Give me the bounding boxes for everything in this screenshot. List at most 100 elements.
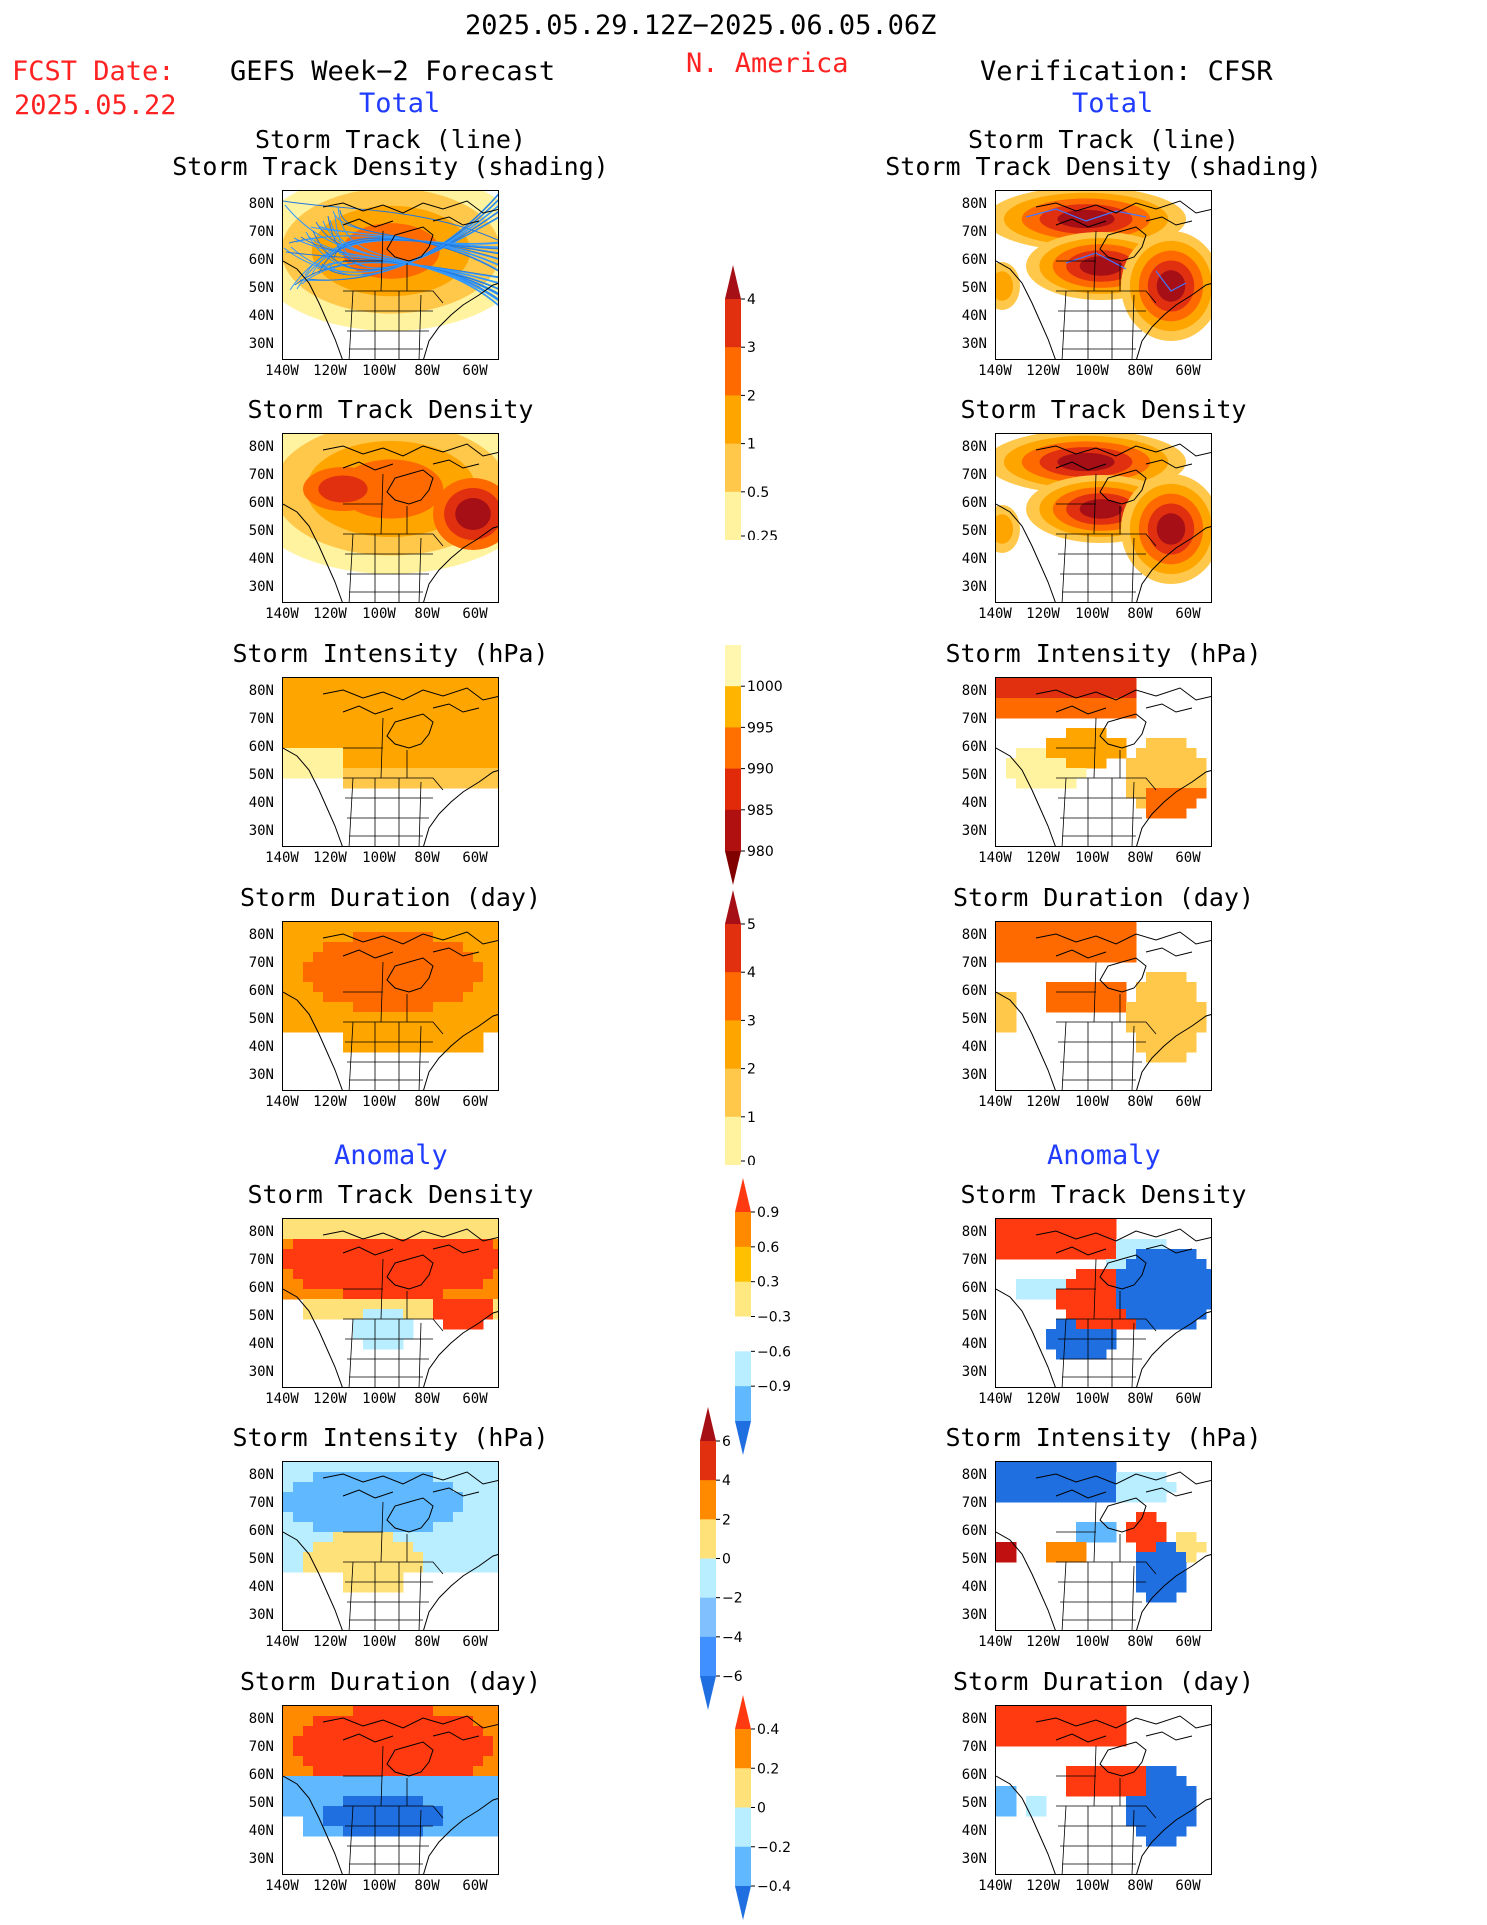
panel-title-verification-intensity-0: Storm Intensity (hPa) <box>945 639 1262 668</box>
lat-tick-verification: 40N <box>961 1039 987 1055</box>
lon-tick-forecast: 100W <box>362 363 396 379</box>
map-shading <box>283 922 498 1090</box>
lon-tick-verification: 80W <box>1127 363 1153 379</box>
lat-tick-forecast: 30N <box>248 579 274 595</box>
colorbar-intensity_anom-swatch <box>700 1558 716 1599</box>
colorbar-density_anom-label: 0.6 <box>757 1240 779 1256</box>
lat-tick-forecast: 50N <box>248 1011 274 1027</box>
lon-tick-verification: 60W <box>1175 1094 1201 1110</box>
lon-tick-verification: 60W <box>1175 363 1201 379</box>
colorbar-density-arrow-top <box>725 265 741 299</box>
lon-tick-verification: 60W <box>1175 606 1201 622</box>
lon-tick-forecast: 60W <box>462 850 488 866</box>
colorbar-intensity_anom-swatch <box>700 1597 716 1638</box>
colorbar-density_anom-label: −0.9 <box>757 1379 791 1395</box>
map-panel-verification-intensity_anom <box>995 1461 1212 1631</box>
colorbar-intensity-label: 980 <box>747 844 774 860</box>
panel-title-forecast-intensity-0: Storm Intensity (hPa) <box>232 639 549 668</box>
colorbar-intensity_anom-swatch <box>700 1636 716 1677</box>
map-panel-forecast-intensity_anom <box>282 1461 499 1631</box>
lon-tick-verification: 60W <box>1175 1878 1201 1894</box>
panel-title-forecast-track-1: Storm Track Density (shading) <box>172 152 609 181</box>
lat-tick-forecast: 40N <box>248 551 274 567</box>
lat-tick-verification: 30N <box>961 1067 987 1083</box>
total-label-left: Total <box>359 88 441 119</box>
lat-tick-forecast: 80N <box>248 1711 274 1727</box>
lat-tick-forecast: 80N <box>248 683 274 699</box>
lat-tick-verification: 70N <box>961 224 987 240</box>
lon-tick-forecast: 80W <box>414 1878 440 1894</box>
lat-tick-forecast: 60N <box>248 983 274 999</box>
lon-tick-forecast: 100W <box>362 606 396 622</box>
colorbar-density_anom-swatch <box>735 1212 751 1248</box>
lon-tick-verification: 120W <box>1026 1634 1060 1650</box>
lon-tick-forecast: 60W <box>462 363 488 379</box>
panel-title-forecast-duration_anom-0: Storm Duration (day) <box>239 1667 542 1696</box>
panel-title-verification-duration_anom-0: Storm Duration (day) <box>952 1667 1255 1696</box>
lon-tick-verification: 80W <box>1127 1878 1153 1894</box>
lat-tick-forecast: 50N <box>248 1795 274 1811</box>
lon-tick-forecast: 80W <box>414 850 440 866</box>
lon-tick-forecast: 60W <box>462 1634 488 1650</box>
lat-tick-verification: 60N <box>961 983 987 999</box>
colorbar-duration: 5 4 3 2 1 0 <box>725 890 795 1170</box>
lon-tick-verification: 120W <box>1026 363 1060 379</box>
colorbar-duration-swatch <box>725 924 741 973</box>
date-range: 2025.05.29.12Z−2025.06.05.06Z <box>465 10 937 41</box>
colorbar-density-swatch <box>725 395 741 445</box>
lat-tick-verification: 80N <box>961 439 987 455</box>
lat-tick-forecast: 40N <box>248 1823 274 1839</box>
colorbar-intensity-swatch <box>725 809 741 852</box>
colorbar-intensity-swatch <box>725 645 741 687</box>
lon-tick-forecast: 140W <box>265 1634 299 1650</box>
colorbar-duration_anom-arrow-top <box>735 1695 751 1729</box>
fcst-date: 2025.05.22 <box>14 90 177 121</box>
lat-tick-verification: 60N <box>961 495 987 511</box>
lat-tick-forecast: 60N <box>248 1280 274 1296</box>
colorbar-intensity_anom-swatch <box>700 1519 716 1559</box>
colorbar-duration_anom-label: −0.2 <box>757 1840 791 1856</box>
colorbar-duration_anom-swatch <box>735 1768 751 1808</box>
lon-tick-forecast: 120W <box>313 363 347 379</box>
colorbar-intensity_anom-label: −4 <box>722 1630 743 1646</box>
colorbar-intensity-label: 990 <box>747 762 774 778</box>
lat-tick-forecast: 70N <box>248 1739 274 1755</box>
lon-tick-forecast: 120W <box>313 1391 347 1407</box>
colorbar-intensity_anom-swatch <box>700 1441 716 1481</box>
lat-tick-verification: 70N <box>961 711 987 727</box>
colorbar-intensity_anom-label: 6 <box>722 1434 731 1450</box>
lat-tick-verification: 60N <box>961 1280 987 1296</box>
lat-tick-forecast: 80N <box>248 439 274 455</box>
colorbar-density_anom-label: −0.6 <box>757 1344 791 1360</box>
lat-tick-forecast: 30N <box>248 1364 274 1380</box>
lat-tick-forecast: 60N <box>248 739 274 755</box>
panel-title-verification-track-1: Storm Track Density (shading) <box>885 152 1322 181</box>
colorbar-duration-arrow-top <box>725 890 741 924</box>
lat-tick-verification: 80N <box>961 1224 987 1240</box>
colorbar-density_anom-label: 0.3 <box>757 1275 779 1291</box>
lat-tick-verification: 30N <box>961 579 987 595</box>
colorbar-density-label: 2 <box>747 388 756 404</box>
lon-tick-verification: 100W <box>1075 1878 1109 1894</box>
colorbar-density_anom-label: 0.9 <box>757 1205 779 1221</box>
panel-title-forecast-track-0: Storm Track (line) <box>255 125 526 154</box>
map-shading <box>996 191 1211 359</box>
lat-tick-verification: 70N <box>961 1495 987 1511</box>
colorbar-density-swatch <box>725 491 741 541</box>
lat-tick-forecast: 50N <box>248 523 274 539</box>
lat-tick-forecast: 60N <box>248 1523 274 1539</box>
lon-tick-verification: 140W <box>978 850 1012 866</box>
lon-tick-forecast: 100W <box>362 1878 396 1894</box>
lat-tick-verification: 70N <box>961 1252 987 1268</box>
lon-tick-forecast: 140W <box>265 1878 299 1894</box>
map-shading <box>283 1462 498 1630</box>
colorbar-density-swatch <box>725 347 741 396</box>
lon-tick-verification: 140W <box>978 1391 1012 1407</box>
left-title: GEFS Week−2 Forecast <box>230 56 556 87</box>
region-label: N. America <box>686 48 849 79</box>
colorbar-density_anom-swatch <box>735 1281 751 1317</box>
colorbar-intensity_anom-label: −6 <box>722 1669 743 1685</box>
lat-tick-forecast: 50N <box>248 1551 274 1567</box>
lat-tick-forecast: 60N <box>248 1767 274 1783</box>
lat-tick-forecast: 70N <box>248 224 274 240</box>
